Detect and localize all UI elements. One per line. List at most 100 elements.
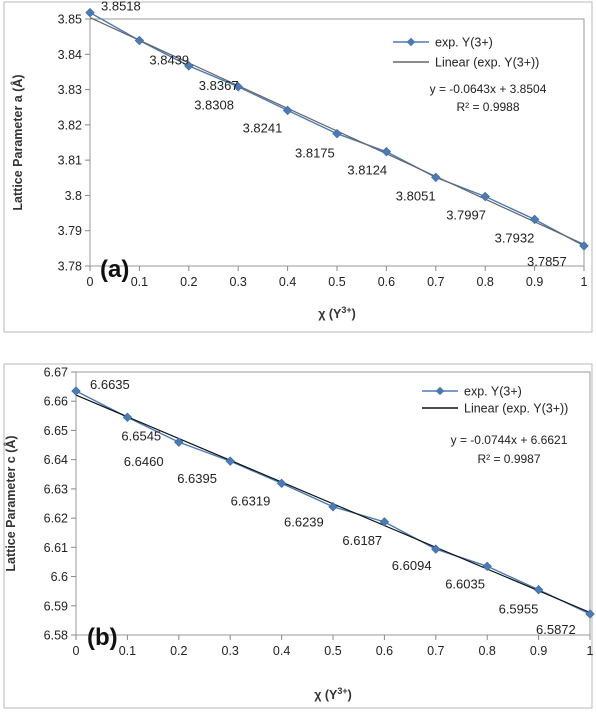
trendline-r-squared: R² = 0.9987 (477, 452, 540, 466)
x-axis-title: χ (Y3+) (314, 686, 352, 702)
trendline-equation: y = -0.0744x + 6.6621 (451, 433, 568, 447)
x-tick-label: 1 (587, 644, 594, 658)
y-tick-label: 3.8 (65, 189, 82, 203)
legend: exp. Y(3+) Linear (exp. Y(3+)) (422, 385, 568, 416)
x-tick-label: 0.3 (230, 275, 247, 289)
data-point-marker (379, 517, 390, 527)
y-tick-label: 6.63 (44, 482, 68, 496)
data-point-marker (328, 501, 338, 512)
x-tick-label: 0.9 (530, 644, 547, 658)
data-label: 6.6460 (124, 454, 164, 469)
x-axis-title: χ (Y3+) (318, 305, 356, 321)
x-axis-title-close: ) (352, 307, 356, 321)
data-point-marker (174, 437, 184, 447)
y-axis-title: Lattice Parameter a (Å) (10, 74, 25, 210)
legend-marker-experimental (435, 386, 445, 396)
legend: exp. Y(3+) Linear (exp. Y(3+)) (393, 36, 539, 70)
y-tick-label: 3.84 (58, 48, 82, 62)
trendline-equation: y = -0.0643x + 3.8504 (430, 82, 547, 96)
data-point-marker (276, 478, 287, 489)
chart-area-border (3, 363, 593, 709)
data-point-marker (431, 172, 441, 183)
x-tick-label: 0.5 (324, 644, 341, 658)
chart-panel-a: 3.78 3.79 3.8 3.81 3.82 3.83 3.84 3.85 0 0.1 0.2 0.… (3, 0, 593, 333)
x-tick-label: 0.8 (477, 275, 494, 289)
data-label: 3.7932 (495, 230, 535, 245)
x-tick-label: 0.7 (427, 644, 444, 658)
y-axis-title: Lattice Parameter c (Å) (3, 435, 18, 571)
chart-area-border (3, 1, 593, 333)
x-tick-label: 0.6 (376, 644, 393, 658)
x-tick-label: 0.9 (526, 275, 543, 289)
x-axis-title-superscript: 3+ (341, 305, 351, 315)
chart-panel-b: 6.58 6.59 6.6 6.61 6.62 6.63 6.64 6.65 6.66 6.67 0… (3, 363, 595, 709)
y-tick-label: 6.58 (44, 629, 68, 643)
y-tick-label: 3.81 (58, 154, 82, 168)
data-point-marker (134, 35, 145, 46)
x-axis-title-main: χ (Y (318, 307, 342, 321)
data-label: 3.8124 (347, 163, 387, 178)
x-tick-label: 0.3 (222, 644, 239, 658)
y-tick-label: 3.82 (58, 118, 82, 132)
x-tick-label: 0.8 (479, 644, 496, 658)
data-point-marker (482, 561, 492, 572)
legend-label-experimental: exp. Y(3+) (464, 385, 522, 399)
data-point-marker (529, 214, 540, 225)
y-tick-label: 6.6 (51, 570, 68, 584)
data-label: 3.8439 (149, 53, 189, 68)
data-point-marker (579, 241, 589, 251)
y-tick-label: 6.64 (44, 453, 68, 467)
data-point-marker (225, 456, 235, 466)
x-tick-label: 0 (73, 644, 80, 658)
y-tick-label: 6.59 (44, 599, 68, 613)
data-label: 3.8518 (101, 0, 141, 14)
data-point-marker (533, 584, 544, 595)
data-point-marker (71, 386, 81, 396)
legend-marker-experimental (406, 37, 416, 47)
y-tick-label: 3.83 (58, 83, 82, 97)
legend-label-linear-fit: Linear (exp. Y(3+)) (464, 402, 568, 416)
data-label: 3.7857 (527, 254, 567, 269)
y-tick-label: 6.67 (44, 366, 68, 380)
data-point-marker (85, 7, 95, 18)
x-tick-label: 0 (87, 275, 94, 289)
data-label: 6.6094 (392, 558, 432, 573)
data-label: 6.6545 (121, 428, 161, 443)
x-tick-label: 1 (581, 275, 588, 289)
panel-label: (a) (100, 256, 129, 283)
data-label: 6.6239 (284, 515, 324, 530)
data-label: 6.5955 (499, 602, 539, 617)
y-tick-label: 6.65 (44, 424, 68, 438)
panel-label: (b) (87, 624, 118, 651)
data-point-marker (381, 146, 392, 157)
data-point-marker (282, 105, 293, 116)
data-label: 3.8367 (199, 78, 239, 93)
y-tick-label: 3.78 (58, 260, 82, 274)
x-tick-label: 0.2 (170, 644, 187, 658)
data-label: 6.6035 (445, 576, 485, 591)
data-label: 6.6319 (231, 493, 271, 508)
data-label: 6.5872 (536, 622, 576, 637)
x-tick-label: 0.4 (273, 644, 290, 658)
data-label: 6.6395 (177, 471, 217, 486)
data-label: 3.7997 (446, 207, 486, 222)
x-tick-label: 0.4 (279, 275, 296, 289)
x-axis-title-superscript: 3+ (337, 686, 347, 696)
x-axis-title-close: ) (348, 688, 352, 702)
x-axis-title-main: χ (Y (314, 688, 338, 702)
data-label: 3.8175 (295, 146, 335, 161)
y-tick-label: 3.79 (58, 224, 82, 238)
legend-label-experimental: exp. Y(3+) (435, 36, 493, 50)
data-point-marker (585, 609, 595, 619)
x-tick-label: 0.1 (119, 644, 136, 658)
data-label: 6.6187 (342, 533, 382, 548)
data-label: 3.8051 (396, 188, 436, 203)
data-label: 6.6635 (90, 377, 130, 392)
x-tick-label: 0.7 (427, 275, 444, 289)
y-tick-label: 6.66 (44, 395, 68, 409)
data-label: 3.8308 (194, 98, 234, 113)
y-tick-label: 3.85 (58, 13, 82, 27)
x-tick-label: 0.5 (328, 275, 345, 289)
